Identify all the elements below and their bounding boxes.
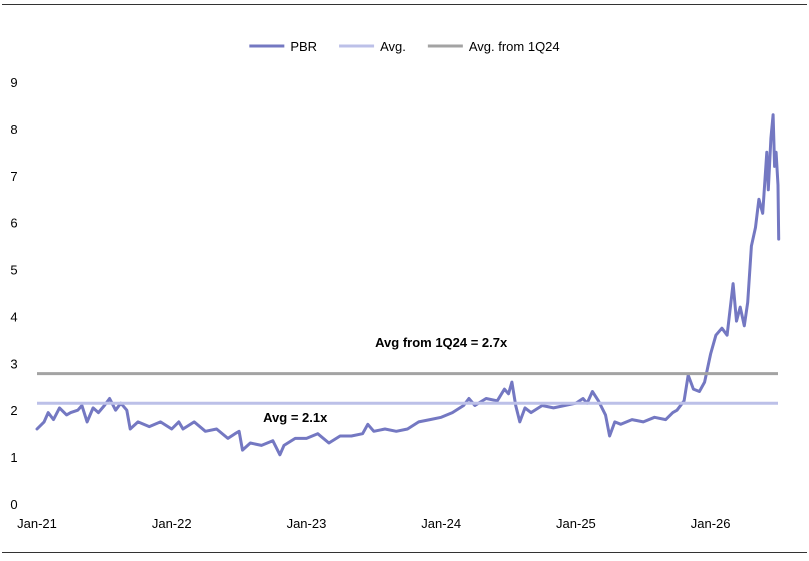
top-rule [2,4,807,5]
y-axis: 0 1 2 3 4 5 6 7 8 9 [10,75,17,512]
y-tick-label-8: 8 [10,122,17,137]
y-tick-label-1: 1 [10,450,17,465]
series-layer [35,113,781,457]
y-tick-label-9: 9 [10,75,17,90]
bottom-rule [2,552,807,553]
y-tick-label-2: 2 [10,403,17,418]
y-tick-label-5: 5 [10,263,17,278]
annotation-1: Avg from 1Q24 = 2.7x [375,335,508,350]
x-tick-label-jan-24: Jan-24 [421,516,461,531]
annotation-layer: Avg from 1Q24 = 2.7x Avg = 2.1x [263,335,508,425]
x-tick-label-jan-21: Jan-21 [17,516,57,531]
x-tick-label-jan-25: Jan-25 [556,516,596,531]
y-tick-label-6: 6 [10,216,17,231]
x-tick-label-jan-26: Jan-26 [691,516,731,531]
legend-label-pbr: PBR [290,39,317,54]
y-tick-label-3: 3 [10,356,17,371]
annotation-2: Avg = 2.1x [263,410,328,425]
x-axis: Jan-21 Jan-22 Jan-23 Jan-24 Jan-25 Jan-26 [17,516,730,531]
y-tick-label-0: 0 [10,497,17,512]
legend-label-avg: Avg. [380,39,406,54]
x-tick-label-jan-22: Jan-22 [152,516,192,531]
x-tick-label-jan-23: Jan-23 [287,516,327,531]
y-tick-label-4: 4 [10,309,17,324]
legend: PBR Avg. Avg. from 1Q24 [249,39,560,54]
legend-label-avg-from-1q24: Avg. from 1Q24 [469,39,560,54]
y-tick-label-7: 7 [10,169,17,184]
